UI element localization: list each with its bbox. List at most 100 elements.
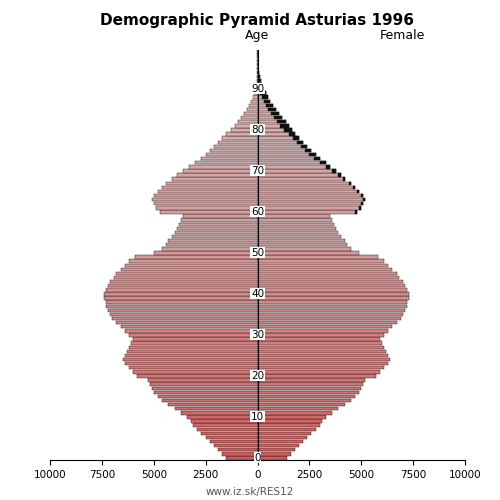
Bar: [195, 161, 258, 164]
Bar: [158, 190, 258, 193]
Bar: [256, 87, 258, 90]
Bar: [258, 182, 351, 185]
Bar: [250, 104, 258, 107]
Bar: [222, 136, 258, 140]
Bar: [129, 366, 258, 370]
Bar: [258, 268, 392, 271]
Bar: [258, 243, 346, 246]
Bar: [280, 124, 288, 128]
Bar: [258, 186, 355, 189]
Bar: [258, 432, 312, 435]
Bar: [133, 370, 258, 374]
Bar: [154, 194, 258, 198]
Bar: [210, 440, 258, 444]
Bar: [297, 140, 303, 144]
Bar: [110, 312, 258, 316]
Bar: [148, 378, 258, 382]
Bar: [277, 120, 285, 124]
Bar: [266, 104, 274, 107]
Bar: [152, 386, 258, 390]
Bar: [226, 132, 258, 136]
Bar: [258, 174, 340, 177]
Bar: [154, 390, 258, 394]
Bar: [258, 399, 351, 402]
Bar: [258, 346, 384, 349]
Bar: [262, 96, 268, 99]
Bar: [120, 325, 258, 328]
Text: 0: 0: [254, 453, 261, 463]
Bar: [258, 230, 338, 234]
Bar: [284, 128, 292, 132]
Bar: [258, 92, 266, 95]
Bar: [258, 276, 398, 280]
Text: 10: 10: [251, 412, 264, 422]
Bar: [158, 394, 258, 398]
Bar: [106, 300, 258, 304]
Bar: [258, 251, 359, 254]
Bar: [260, 92, 266, 95]
Bar: [258, 87, 264, 90]
Bar: [258, 108, 276, 111]
Bar: [258, 415, 326, 418]
Bar: [154, 251, 258, 254]
Bar: [271, 112, 280, 116]
Bar: [112, 317, 258, 320]
Bar: [180, 218, 258, 222]
Bar: [256, 79, 258, 82]
Bar: [293, 136, 299, 140]
Bar: [166, 243, 258, 246]
Bar: [258, 169, 336, 172]
Text: Female: Female: [380, 29, 426, 42]
Bar: [254, 92, 258, 95]
Bar: [122, 358, 258, 362]
Text: 40: 40: [251, 289, 264, 299]
Bar: [135, 256, 258, 259]
Bar: [210, 148, 258, 152]
Bar: [258, 428, 316, 431]
Bar: [258, 190, 359, 193]
Bar: [258, 214, 330, 218]
Bar: [174, 230, 258, 234]
Bar: [258, 338, 380, 341]
Bar: [131, 342, 258, 345]
Bar: [202, 157, 258, 160]
Bar: [258, 194, 364, 198]
Bar: [127, 350, 258, 353]
Bar: [258, 226, 336, 230]
Bar: [258, 378, 366, 382]
Bar: [116, 272, 258, 275]
Bar: [258, 222, 334, 226]
Bar: [258, 71, 259, 74]
Bar: [193, 424, 258, 427]
Bar: [124, 362, 258, 366]
Bar: [258, 83, 262, 86]
Bar: [258, 112, 280, 116]
Text: 30: 30: [251, 330, 264, 340]
Bar: [156, 206, 258, 210]
Bar: [222, 452, 258, 456]
Bar: [258, 456, 286, 460]
Bar: [124, 329, 258, 332]
Text: 20: 20: [251, 371, 264, 381]
Bar: [314, 157, 320, 160]
Bar: [129, 346, 258, 349]
Bar: [274, 116, 282, 119]
Bar: [187, 415, 258, 418]
Bar: [301, 144, 308, 148]
Text: 80: 80: [251, 125, 264, 135]
Bar: [214, 444, 258, 448]
Bar: [258, 144, 308, 148]
Bar: [258, 165, 330, 168]
Bar: [206, 436, 258, 439]
Bar: [104, 296, 258, 300]
Bar: [162, 247, 258, 250]
Bar: [258, 366, 384, 370]
Bar: [258, 390, 359, 394]
Bar: [353, 186, 355, 189]
Bar: [247, 108, 258, 111]
Bar: [258, 312, 403, 316]
Bar: [162, 399, 258, 402]
Bar: [258, 140, 303, 144]
Bar: [258, 284, 405, 288]
Bar: [198, 428, 258, 431]
